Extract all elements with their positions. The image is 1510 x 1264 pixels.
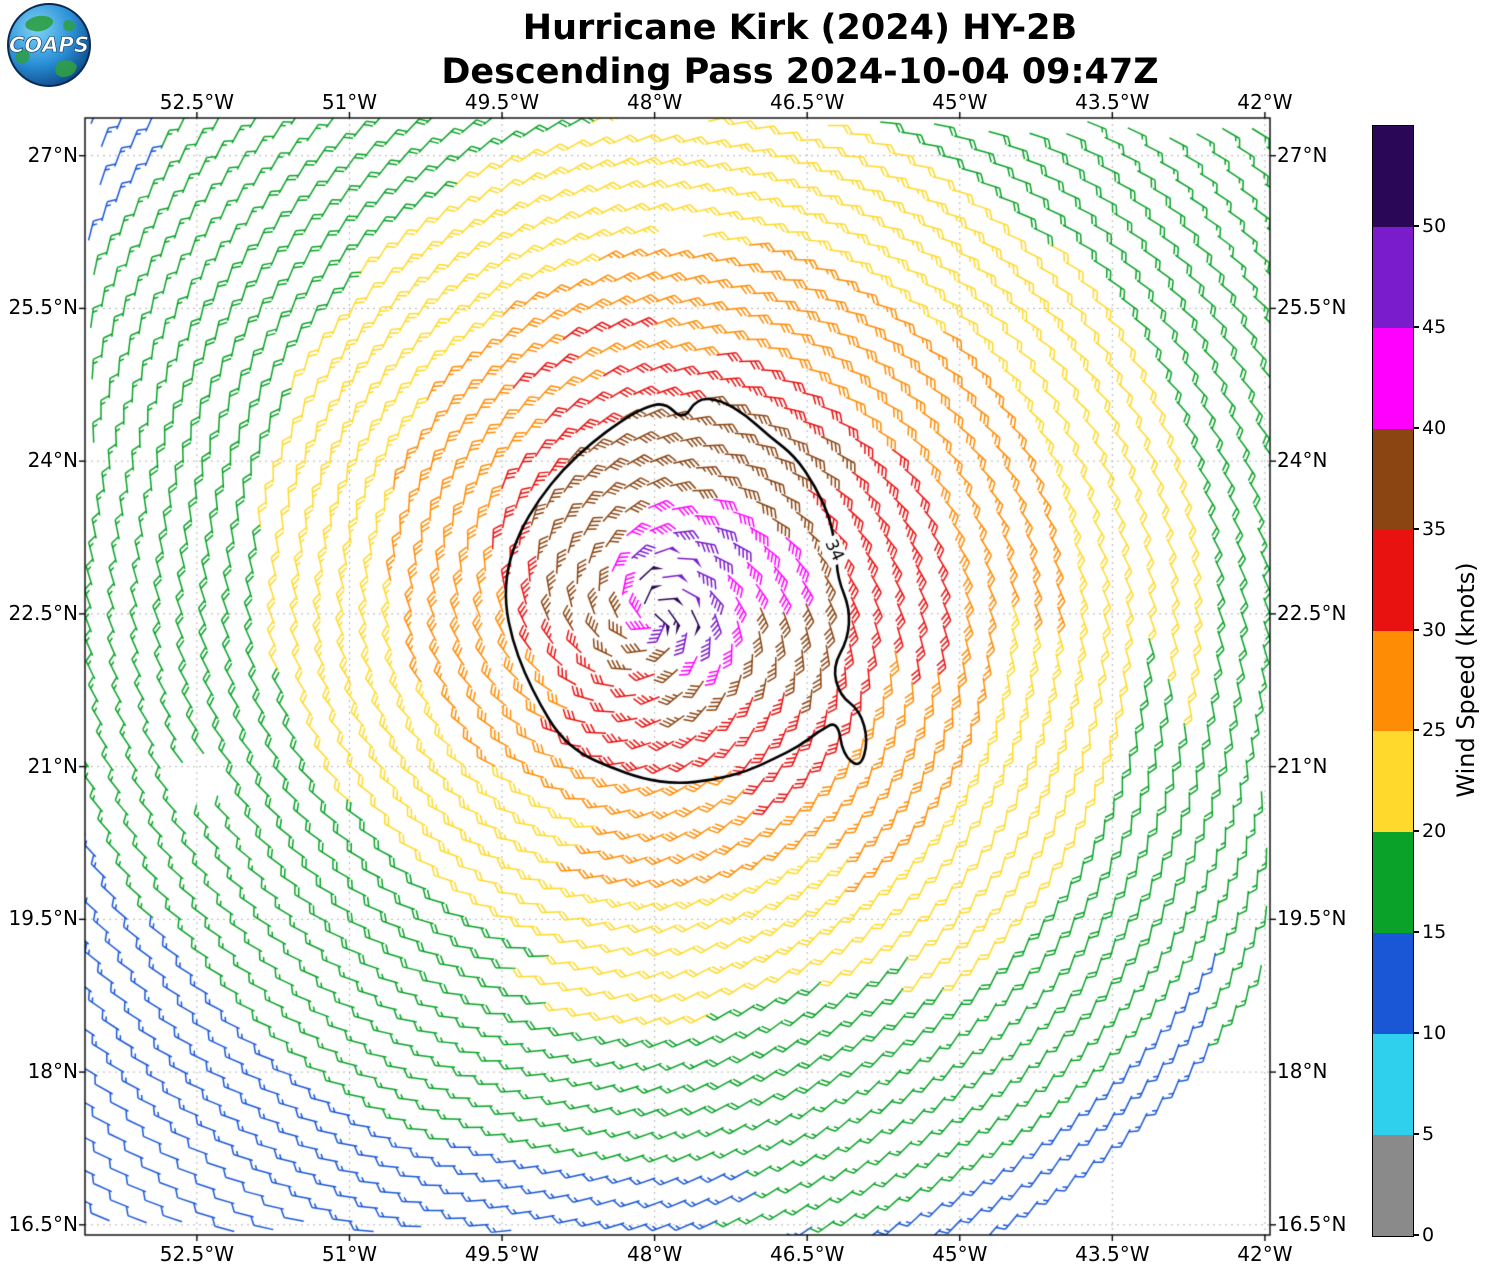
colorbar-tickmark (1413, 527, 1419, 530)
colorbar-tickmark (1413, 628, 1419, 631)
y-tick-label-left: 21°N (27, 753, 78, 778)
colorbar-tickmark (1413, 729, 1419, 732)
colorbar-tick-label: 50 (1422, 214, 1447, 237)
title-line-1: Hurricane Kirk (2024) HY-2B (522, 8, 1078, 48)
coaps-logo: COAPS (6, 2, 92, 92)
colorbar-tick-label: 45 (1422, 315, 1447, 338)
x-tick-label-top: 46.5°W (770, 90, 845, 114)
x-tick-label-top: 42°W (1237, 90, 1293, 114)
y-tick-label-right: 22.5°N (1277, 600, 1347, 625)
x-tick-label-bottom: 42°W (1237, 1242, 1293, 1264)
colorbar-tick-label: 35 (1422, 517, 1447, 540)
x-tick-label-bottom: 52.5°W (159, 1242, 235, 1264)
colorbar-tickmark (1413, 931, 1419, 934)
x-tick-label-top: 43.5°W (1075, 90, 1150, 114)
colorbar-tick-label: 5 (1422, 1123, 1435, 1146)
colorbar-tickmark (1413, 224, 1419, 227)
x-tick-label-bottom: 46.5°W (770, 1242, 845, 1264)
x-tick-label-bottom: 48°W (626, 1242, 683, 1264)
y-tick-label-right: 24°N (1277, 448, 1328, 473)
colorbar-segment (1373, 327, 1413, 429)
plot-title: Hurricane Kirk (2024) HY-2B Descending P… (90, 6, 1510, 94)
y-tick-label-right: 18°N (1277, 1059, 1328, 1084)
colorbar-segment (1373, 731, 1413, 833)
y-tick-label-right: 25.5°N (1277, 295, 1347, 320)
colorbar-segment (1373, 1034, 1413, 1136)
colorbar-segment (1373, 1135, 1413, 1236)
colorbar-segment (1373, 832, 1413, 934)
colorbar-tickmark (1413, 830, 1419, 833)
colorbar-tick-label: 30 (1422, 618, 1447, 641)
colorbar-tick-label: 15 (1422, 921, 1447, 944)
colorbar-tick-label: 40 (1422, 416, 1447, 439)
x-tick-label-top: 49.5°W (464, 90, 540, 114)
x-tick-label-bottom: 51°W (321, 1242, 378, 1264)
x-tick-label-bottom: 49.5°W (464, 1242, 540, 1264)
title-line-2: Descending Pass 2024-10-04 09:47Z (441, 52, 1159, 92)
x-tick-label-top: 52.5°W (159, 90, 235, 114)
x-tick-label-top: 48°W (626, 90, 683, 114)
y-tick-label-left: 27°N (27, 142, 78, 167)
colorbar-segment (1373, 428, 1413, 530)
x-tick-label-top: 45°W (932, 90, 988, 114)
colorbar-segment (1373, 630, 1413, 732)
colorbar-gradient (1372, 125, 1414, 1237)
colorbar-segment (1373, 933, 1413, 1035)
x-tick-label-bottom: 43.5°W (1075, 1242, 1150, 1264)
colorbar-segment (1373, 226, 1413, 328)
y-tick-label-right: 27°N (1277, 142, 1328, 167)
colorbar-label: Wind Speed (knots) (1452, 562, 1480, 798)
colorbar-tick-label: 10 (1422, 1022, 1447, 1045)
colorbar-tick-label: 20 (1422, 820, 1447, 843)
colorbar-tickmark (1413, 1133, 1419, 1136)
y-tick-label-left: 25.5°N (8, 295, 79, 320)
colorbar-segment (1373, 529, 1413, 631)
x-tick-label-bottom: 45°W (932, 1242, 988, 1264)
colorbar-tickmark (1413, 325, 1419, 328)
colorbar-tickmark (1413, 426, 1419, 429)
y-tick-label-right: 21°N (1277, 753, 1328, 778)
coaps-logo-text: COAPS (9, 33, 89, 57)
colorbar-tick-label: 25 (1422, 719, 1447, 742)
coaps-globe-icon: COAPS (7, 3, 91, 87)
y-tick-label-left: 24°N (27, 448, 78, 473)
colorbar-tick-label: 0 (1422, 1224, 1435, 1246)
y-tick-label-left: 19.5°N (8, 906, 79, 931)
x-tick-label-top: 51°W (321, 90, 378, 114)
y-tick-label-right: 19.5°N (1277, 906, 1347, 931)
y-tick-label-left: 18°N (27, 1059, 78, 1084)
colorbar-tickmark (1413, 1032, 1419, 1035)
y-tick-label-right: 16.5°N (1277, 1211, 1347, 1236)
y-tick-label-left: 22.5°N (8, 600, 79, 625)
colorbar-tickmark (1413, 1234, 1419, 1236)
colorbar-segment (1373, 126, 1413, 227)
y-tick-label-left: 16.5°N (8, 1211, 79, 1236)
